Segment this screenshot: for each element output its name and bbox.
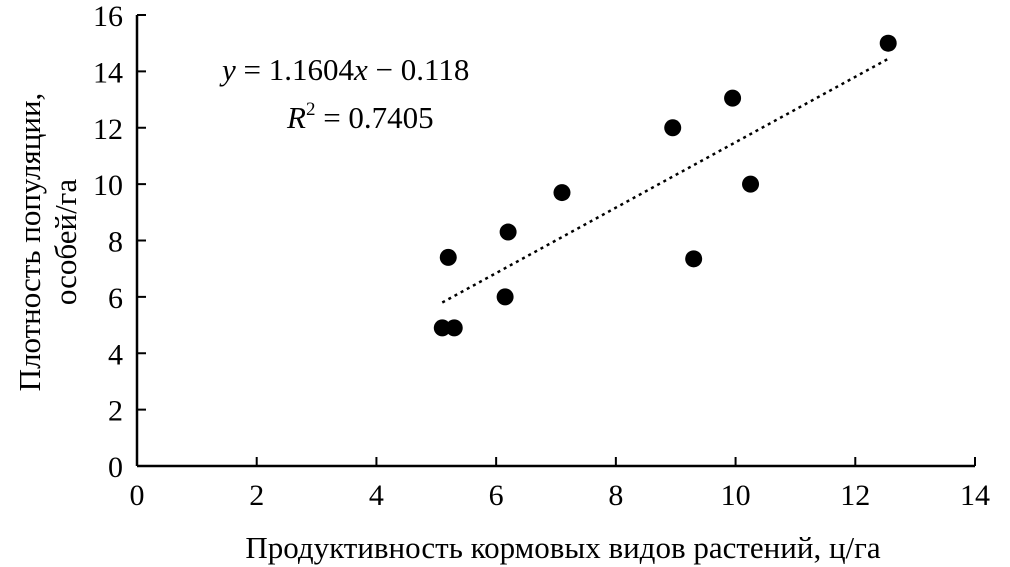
x-tick-label: 10 bbox=[721, 479, 751, 512]
data-points bbox=[433, 34, 897, 337]
trendline-group bbox=[441, 57, 889, 304]
y-axis-title-line1: Плотность популяции, bbox=[12, 93, 47, 392]
y-tick-label: 4 bbox=[108, 338, 123, 371]
r-squared-label: R2 = 0.7405 bbox=[286, 99, 434, 135]
trendline bbox=[441, 57, 889, 304]
data-point bbox=[439, 248, 457, 266]
y-tick-label: 12 bbox=[93, 113, 123, 146]
y-tick-label: 2 bbox=[108, 395, 123, 428]
data-point bbox=[499, 223, 517, 241]
data-point bbox=[724, 89, 742, 107]
x-tick-label: 8 bbox=[608, 479, 623, 512]
y-tick-label: 14 bbox=[93, 56, 123, 89]
regression-equation: y = 1.1604x − 0.118 bbox=[219, 52, 469, 87]
y-tick-label: 6 bbox=[108, 282, 123, 315]
data-point bbox=[742, 175, 760, 193]
x-tick-label: 2 bbox=[249, 479, 264, 512]
data-point bbox=[553, 184, 571, 202]
data-point bbox=[445, 319, 463, 337]
x-axis-ticks: 0 2 4 6 8 10 12 14 bbox=[130, 457, 990, 512]
y-axis-title-line2: особей/га bbox=[48, 179, 83, 306]
x-axis-title: Продуктивность кормовых видов растений, … bbox=[245, 530, 880, 565]
data-point bbox=[496, 288, 514, 306]
data-point bbox=[879, 34, 897, 52]
data-point bbox=[433, 319, 451, 337]
data-point bbox=[664, 119, 682, 137]
x-tick-label: 6 bbox=[489, 479, 504, 512]
y-tick-label: 16 bbox=[93, 0, 123, 33]
x-tick-label: 12 bbox=[840, 479, 870, 512]
y-tick-label: 0 bbox=[108, 451, 123, 484]
y-tick-label: 8 bbox=[108, 226, 123, 259]
x-tick-label: 14 bbox=[960, 479, 990, 512]
x-tick-label: 0 bbox=[130, 479, 145, 512]
y-axis-ticks: 0 2 4 6 8 10 12 14 16 bbox=[93, 0, 146, 484]
data-point bbox=[685, 250, 703, 268]
y-tick-label: 10 bbox=[93, 169, 123, 202]
x-tick-label: 4 bbox=[369, 479, 384, 512]
